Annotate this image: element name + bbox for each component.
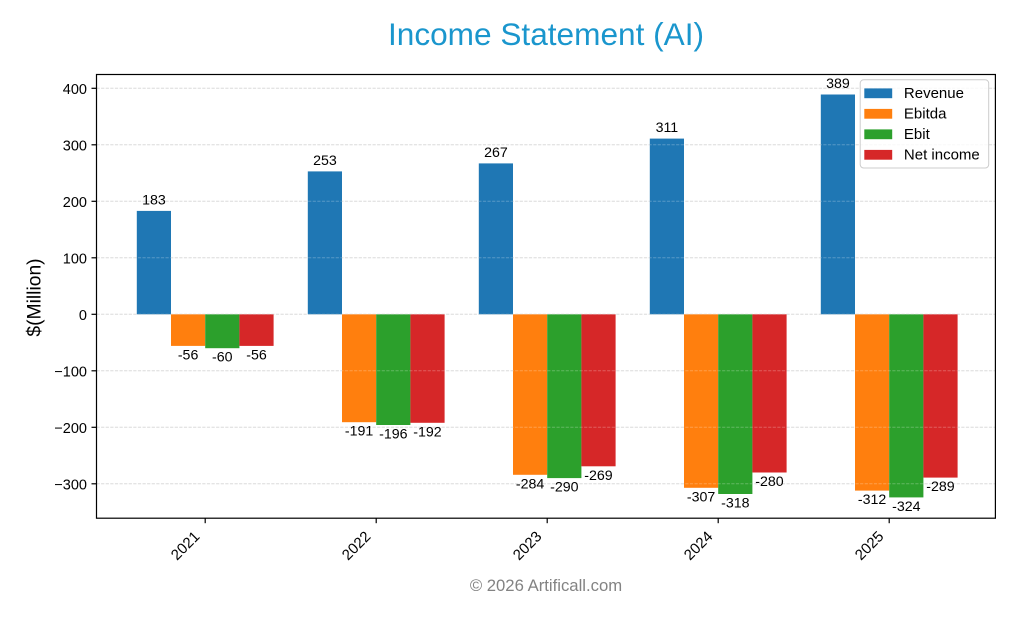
svg-text:-56: -56 (178, 347, 199, 363)
svg-text:-191: -191 (345, 424, 374, 440)
svg-text:300: 300 (63, 138, 87, 154)
svg-text:311: 311 (656, 120, 679, 136)
svg-text:Revenue: Revenue (904, 85, 964, 102)
svg-text:−100: −100 (54, 364, 87, 380)
svg-text:Ebitda: Ebitda (904, 105, 947, 122)
svg-text:$(Million): $(Million) (24, 258, 45, 336)
svg-text:100: 100 (63, 251, 87, 267)
svg-text:-324: -324 (892, 499, 921, 515)
svg-text:-60: -60 (212, 350, 233, 366)
svg-text:0: 0 (79, 308, 87, 324)
svg-text:−300: −300 (54, 477, 87, 493)
svg-text:Net income: Net income (904, 146, 980, 163)
svg-text:-192: -192 (413, 424, 442, 440)
svg-text:-289: -289 (926, 479, 955, 495)
svg-text:400: 400 (63, 82, 87, 98)
svg-text:389: 389 (826, 76, 850, 92)
svg-text:Income Statement (AI): Income Statement (AI) (388, 16, 704, 52)
svg-text:-280: -280 (755, 474, 784, 490)
svg-text:-312: -312 (858, 492, 887, 508)
svg-text:-290: -290 (550, 480, 579, 496)
svg-text:Ebit: Ebit (904, 126, 931, 143)
svg-text:-318: -318 (721, 496, 750, 512)
svg-text:-196: -196 (379, 427, 408, 443)
svg-text:183: 183 (142, 192, 166, 208)
svg-text:267: 267 (484, 145, 508, 161)
svg-text:200: 200 (63, 195, 87, 211)
svg-text:-307: -307 (687, 489, 716, 505)
svg-text:© 2026 Artificall.com: © 2026 Artificall.com (470, 576, 622, 595)
svg-text:-284: -284 (516, 476, 545, 492)
svg-text:−200: −200 (54, 421, 87, 437)
svg-text:-56: -56 (246, 347, 267, 363)
svg-text:-269: -269 (584, 468, 613, 484)
svg-text:253: 253 (313, 153, 337, 169)
